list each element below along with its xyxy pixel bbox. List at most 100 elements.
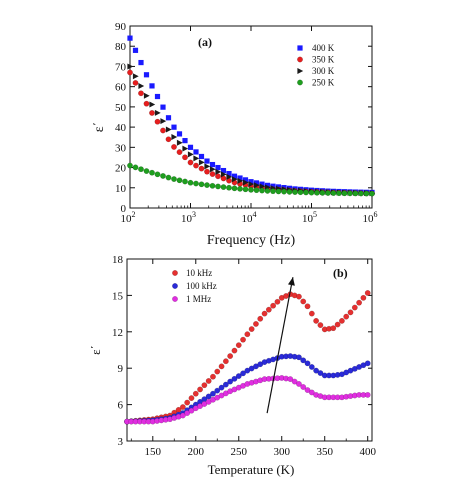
data-point [215, 164, 221, 171]
data-point [356, 299, 363, 306]
data-point [165, 115, 172, 121]
panel-a-y-tick-label: 10 [115, 183, 127, 195]
panel-a-x-tick-label: 104 [242, 210, 257, 225]
data-point [369, 190, 375, 197]
data-point [149, 83, 155, 89]
data-point [210, 390, 216, 397]
data-point [171, 144, 177, 150]
panel-a-x-tick-label: 105 [302, 210, 317, 225]
data-point [347, 190, 353, 197]
data-point [188, 407, 195, 414]
data-point [176, 131, 183, 137]
data-point [314, 189, 320, 196]
data-point [304, 303, 311, 310]
data-point [171, 124, 177, 130]
data-point [160, 127, 166, 134]
legend-marker [172, 296, 178, 302]
panel-b-series-1-mhz [124, 375, 371, 425]
data-point [214, 368, 221, 375]
panel-a-y-tick-label: 80 [115, 41, 127, 53]
data-point [143, 72, 150, 78]
data-point [231, 347, 238, 354]
data-point [187, 159, 194, 166]
data-point [149, 169, 155, 176]
panel-b-arrow-annotation [266, 277, 295, 414]
data-point [300, 357, 307, 364]
data-point [204, 168, 210, 175]
data-point [313, 367, 320, 374]
data-point [215, 173, 221, 180]
panel-a-y-tick-label: 90 [115, 21, 127, 33]
data-point [248, 326, 255, 332]
data-point [270, 183, 276, 189]
panel-b-x-tick-label: 200 [188, 446, 205, 458]
data-point [253, 321, 259, 327]
data-point [253, 182, 260, 189]
data-point [132, 79, 139, 86]
data-point [308, 364, 315, 370]
panel-a-x-tick-label: 106 [363, 210, 378, 225]
data-point [264, 182, 271, 188]
panel-b-y-axis-label: ε΄ [88, 345, 103, 355]
data-point [209, 166, 216, 173]
data-point [209, 182, 216, 189]
panel-b-y-tick-label: 3 [118, 436, 124, 448]
data-point [171, 176, 177, 182]
data-point [204, 158, 210, 164]
data-point [231, 173, 238, 179]
data-point [143, 92, 150, 99]
data-point [330, 325, 337, 332]
data-point [231, 185, 238, 192]
data-point [363, 190, 370, 197]
data-point [308, 189, 315, 196]
data-point [259, 181, 265, 187]
panel-b-y-ticks: 3 6 9 12 15 18 [112, 254, 372, 448]
panel-a-y-tick-label: 50 [115, 102, 127, 114]
data-point [222, 358, 229, 365]
legend-marker [297, 68, 304, 74]
data-point [182, 154, 188, 161]
panel-a-x-ticks: 102 103 104 105 106 [121, 26, 378, 225]
legend-marker [172, 283, 178, 289]
data-point [253, 187, 260, 194]
legend-label: 10 kHz [186, 268, 212, 278]
data-point [248, 186, 254, 193]
data-point [187, 144, 194, 150]
data-point [334, 321, 341, 328]
panel-b-series [124, 290, 371, 425]
data-point [226, 170, 232, 177]
panel-a-y-tick-label: 60 [115, 82, 127, 94]
data-point [296, 293, 302, 300]
legend-label: 1 MHz [186, 294, 211, 304]
data-point [165, 174, 172, 181]
data-point [257, 315, 264, 322]
panel-b-x-tick-label: 250 [231, 446, 248, 458]
data-point [218, 384, 225, 391]
panel-b-x-tick-label: 400 [359, 446, 376, 458]
data-point [304, 387, 311, 393]
data-point [160, 173, 166, 179]
data-point [242, 177, 249, 183]
data-point [184, 399, 191, 406]
data-point [343, 313, 350, 320]
data-point [300, 384, 307, 390]
data-point [351, 304, 358, 311]
data-point [253, 180, 260, 186]
panel-a-series-400-k [127, 35, 375, 196]
data-point [235, 342, 242, 349]
data-point [143, 168, 150, 174]
data-point [149, 101, 156, 108]
data-point [227, 353, 234, 359]
data-point [176, 149, 183, 156]
data-point [286, 188, 293, 195]
data-point [231, 375, 238, 382]
panel-a-series-250-k [127, 162, 375, 197]
legend-marker [297, 56, 303, 63]
data-point [204, 182, 210, 189]
data-point [317, 370, 324, 376]
panel-b-legend: 10 kHz 100 kHz 1 MHz [172, 268, 217, 304]
panel-a-y-tick-label: 70 [115, 61, 127, 73]
data-point [197, 386, 203, 393]
